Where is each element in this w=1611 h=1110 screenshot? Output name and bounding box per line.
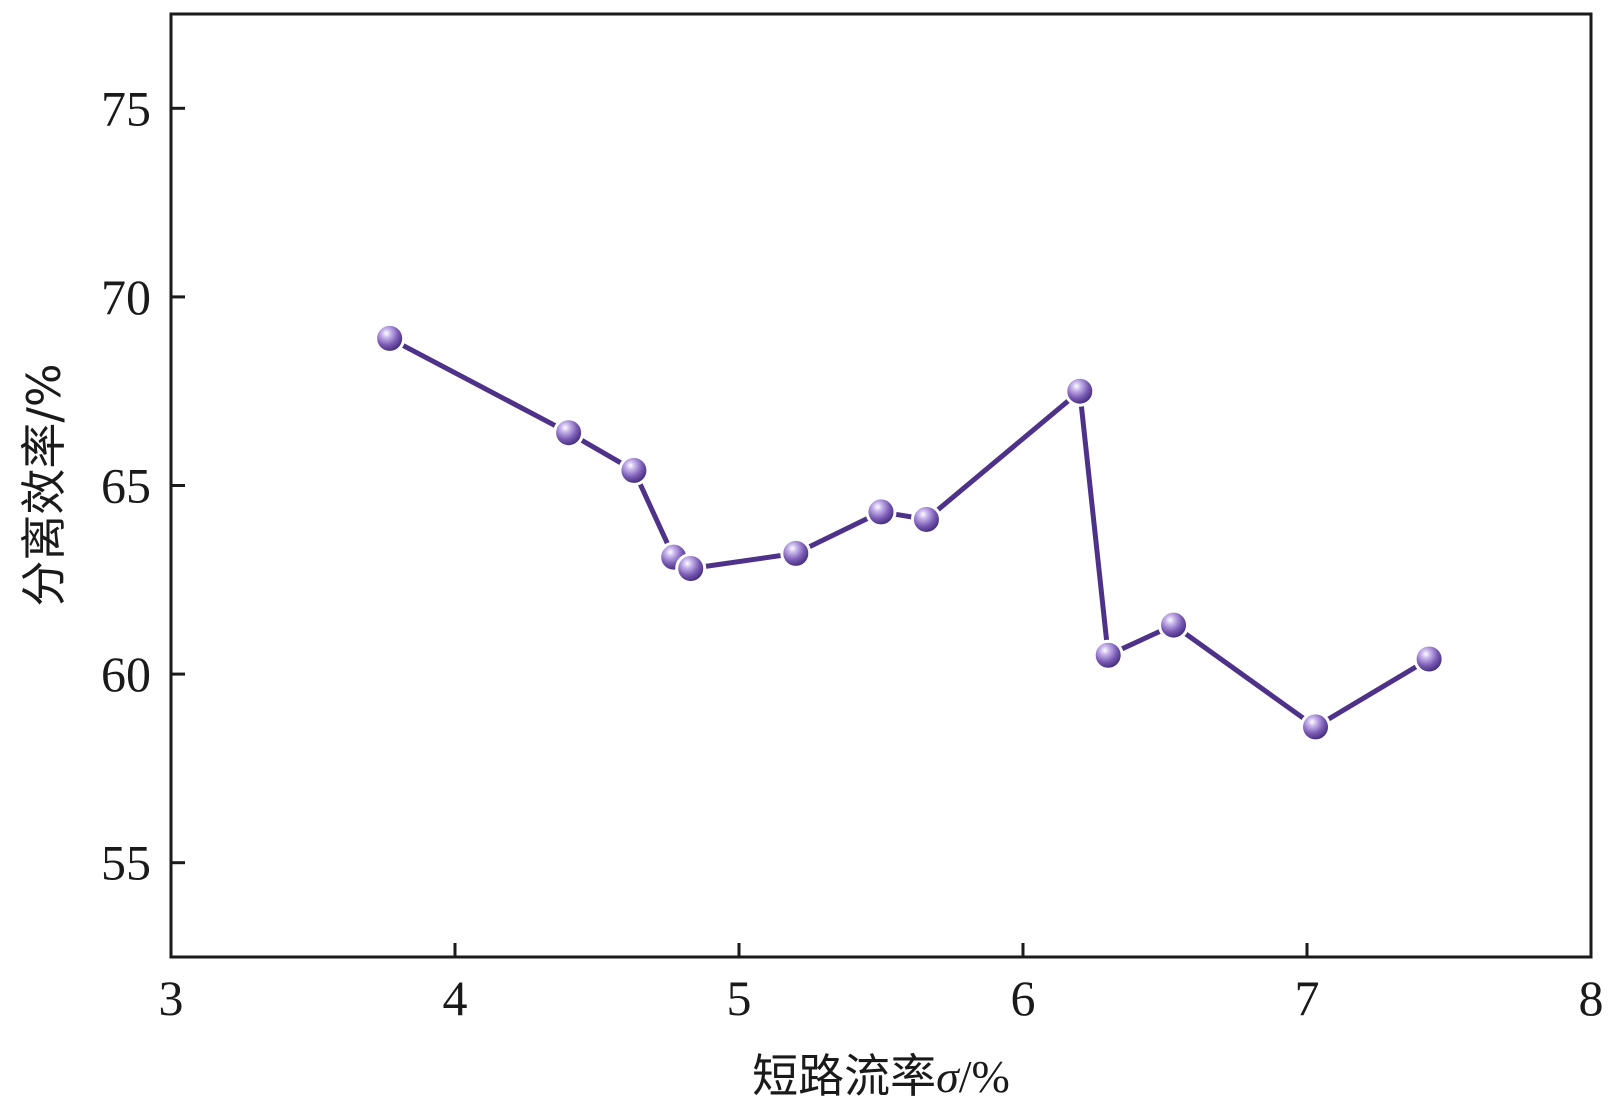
x-axis-title: 短路流率σ/% (752, 1049, 1010, 1103)
x-tick-label: 6 (1011, 970, 1036, 1026)
y-tick-label: 70 (101, 269, 151, 325)
x-tick-label: 4 (443, 970, 468, 1026)
data-point (374, 322, 406, 354)
y-tick-label: 60 (101, 646, 151, 702)
series-line-group (388, 336, 1431, 730)
x-tick-label: 3 (159, 970, 184, 1026)
data-point (1413, 643, 1445, 675)
data-point (1064, 375, 1096, 407)
data-point (553, 417, 585, 449)
data-point (618, 454, 650, 486)
data-point (780, 537, 812, 569)
series-point-group (374, 322, 1445, 743)
y-tick-label: 65 (101, 458, 151, 514)
y-tick-label: 55 (101, 835, 151, 891)
y-tick-label: 75 (101, 80, 151, 136)
y-axis-title: 分离效率/% (17, 363, 71, 606)
data-point (675, 552, 707, 584)
data-point (865, 496, 897, 528)
x-axis-ticks: 3 4 5 6 7 8 (159, 943, 1604, 1026)
data-point (1300, 711, 1332, 743)
data-point (910, 503, 942, 535)
series-line (388, 336, 1431, 730)
data-point (1158, 609, 1190, 641)
x-tick-label: 8 (1579, 970, 1604, 1026)
data-point (1092, 639, 1124, 671)
y-axis-ticks: 55 60 65 70 75 (101, 80, 185, 891)
x-tick-label: 5 (727, 970, 752, 1026)
x-tick-label: 7 (1295, 970, 1320, 1026)
plot-frame (169, 12, 1593, 959)
